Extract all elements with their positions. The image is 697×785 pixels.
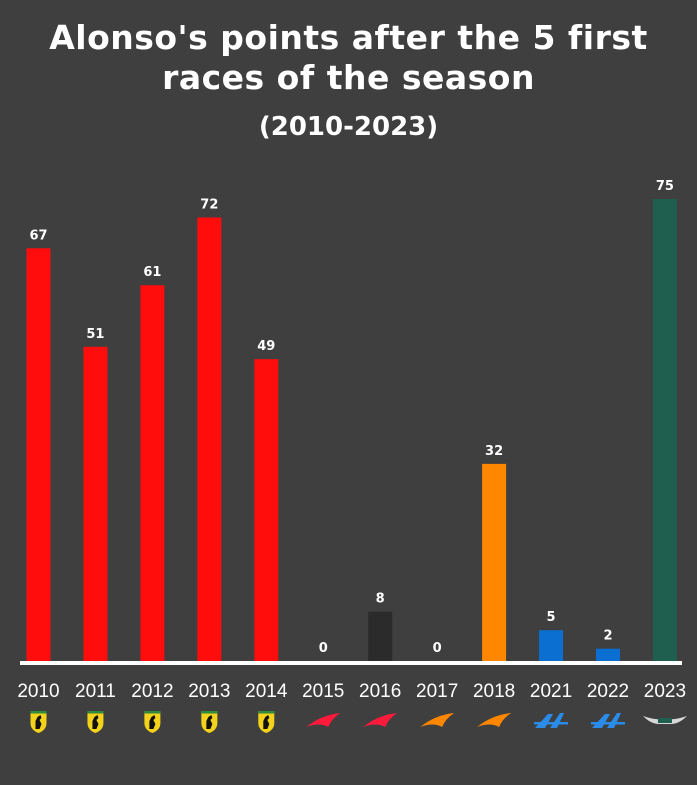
x-tick-label-2011: 2011 [75,681,116,702]
x-tick-label-2023: 2023 [644,681,686,702]
bar-2023 [652,199,677,661]
value-label-2017: 0 [433,641,442,656]
mclaren-icon [420,713,455,727]
bar-2021 [539,630,564,661]
bar-2011 [83,346,108,661]
value-label-2016: 8 [376,592,385,607]
x-tick-label-2010: 2010 [17,681,59,702]
bar-2014 [254,359,279,661]
x-tick-label-2017: 2017 [416,681,458,702]
value-label-2022: 2 [603,629,612,644]
bar-2018 [482,463,507,661]
x-tick-label-2018: 2018 [473,681,515,702]
value-label-2010: 67 [29,228,47,243]
mclaren-icon [477,713,512,727]
x-tick-label-2022: 2022 [587,681,629,702]
alpine-icon [534,713,569,728]
bar-2012 [140,285,165,661]
alpine-icon [591,713,625,728]
bar-2022 [596,648,620,661]
value-label-2014: 49 [257,339,275,354]
mclaren-icon [306,713,341,727]
aston-martin-icon [642,716,687,724]
mclaren-icon [363,713,398,727]
x-tick-label-2016: 2016 [359,681,401,702]
x-tick-label-2012: 2012 [131,681,173,702]
x-tick-label-2013: 2013 [188,681,230,702]
bar-2013 [197,217,222,662]
value-label-2021: 5 [547,610,556,625]
ferrari-icon [30,711,47,733]
x-tick-label-2021: 2021 [530,681,572,702]
x-tick-label-2014: 2014 [245,681,288,702]
ferrari-icon [201,711,218,733]
baseline-axis [20,661,682,665]
value-label-2023: 75 [656,179,674,194]
value-label-2013: 72 [200,197,218,212]
ferrari-icon [258,711,275,733]
chart-subtitle: (2010-2023) [258,112,439,142]
ferrari-icon [144,711,161,733]
value-label-2018: 32 [485,444,503,459]
value-label-2015: 0 [319,641,328,656]
bar-2010 [26,248,51,661]
value-label-2012: 61 [143,265,161,280]
chart-title: Alonso's points after the 5 first races … [49,18,648,97]
bar-2016 [368,611,393,661]
x-tick-label-2015: 2015 [302,681,344,702]
ferrari-icon [87,711,104,733]
value-label-2011: 51 [86,327,104,342]
